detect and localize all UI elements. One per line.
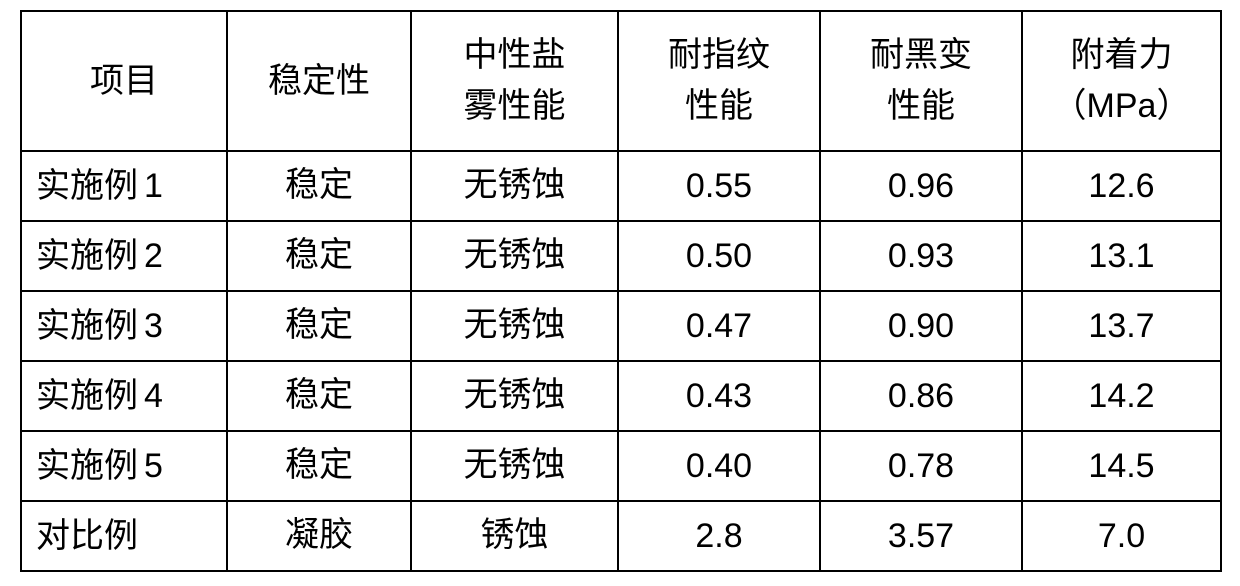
col-header-fingerprint: 耐指纹 性能 bbox=[618, 11, 820, 151]
col-header-stability-label: 稳定性 bbox=[268, 63, 370, 100]
cell-stability: 稳定 bbox=[227, 151, 411, 221]
cell-adhesion: 13.1 bbox=[1022, 221, 1221, 291]
cell-adhesion: 12.6 bbox=[1022, 151, 1221, 221]
cell-fingerprint: 0.43 bbox=[618, 361, 820, 431]
cell-blackening: 0.90 bbox=[820, 291, 1022, 361]
cell-salt-fog: 无锈蚀 bbox=[411, 361, 618, 431]
table-row: 对比例 凝胶 锈蚀 2.8 3.57 7.0 bbox=[21, 501, 1221, 571]
row-label: 实施例1 bbox=[21, 151, 227, 221]
col-header-adhesion-label: 附着力 （MPa） bbox=[1053, 30, 1191, 132]
col-header-project-label: 项目 bbox=[90, 63, 158, 100]
col-header-adhesion: 附着力 （MPa） bbox=[1022, 11, 1221, 151]
cell-blackening: 3.57 bbox=[820, 501, 1022, 571]
cell-fingerprint: 2.8 bbox=[618, 501, 820, 571]
cell-stability: 稳定 bbox=[227, 361, 411, 431]
col-header-stability: 稳定性 bbox=[227, 11, 411, 151]
cell-salt-fog: 无锈蚀 bbox=[411, 151, 618, 221]
row-label: 实施例5 bbox=[21, 431, 227, 501]
cell-fingerprint: 0.40 bbox=[618, 431, 820, 501]
table-row: 实施例3 稳定 无锈蚀 0.47 0.90 13.7 bbox=[21, 291, 1221, 361]
cell-blackening: 0.96 bbox=[820, 151, 1022, 221]
row-label: 实施例4 bbox=[21, 361, 227, 431]
table-body: 实施例1 稳定 无锈蚀 0.55 0.96 12.6 实施例2 稳定 无锈蚀 0… bbox=[21, 151, 1221, 571]
cell-stability: 凝胶 bbox=[227, 501, 411, 571]
row-label: 实施例2 bbox=[21, 221, 227, 291]
col-header-salt-fog-label: 中性盐 雾性能 bbox=[464, 30, 566, 132]
cell-adhesion: 13.7 bbox=[1022, 291, 1221, 361]
cell-fingerprint: 0.55 bbox=[618, 151, 820, 221]
cell-salt-fog: 锈蚀 bbox=[411, 501, 618, 571]
cell-fingerprint: 0.50 bbox=[618, 221, 820, 291]
cell-fingerprint: 0.47 bbox=[618, 291, 820, 361]
cell-blackening: 0.93 bbox=[820, 221, 1022, 291]
cell-adhesion: 14.5 bbox=[1022, 431, 1221, 501]
col-header-project: 项目 bbox=[21, 11, 227, 151]
table-row: 实施例1 稳定 无锈蚀 0.55 0.96 12.6 bbox=[21, 151, 1221, 221]
cell-stability: 稳定 bbox=[227, 221, 411, 291]
header-row: 项目 稳定性 中性盐 雾性能 耐指纹 性能 bbox=[21, 11, 1221, 151]
performance-table: 项目 稳定性 中性盐 雾性能 耐指纹 性能 bbox=[20, 10, 1222, 572]
cell-blackening: 0.78 bbox=[820, 431, 1022, 501]
cell-stability: 稳定 bbox=[227, 431, 411, 501]
table-row: 实施例5 稳定 无锈蚀 0.40 0.78 14.5 bbox=[21, 431, 1221, 501]
table-row: 实施例4 稳定 无锈蚀 0.43 0.86 14.2 bbox=[21, 361, 1221, 431]
row-label: 实施例3 bbox=[21, 291, 227, 361]
table-container: 项目 稳定性 中性盐 雾性能 耐指纹 性能 bbox=[0, 0, 1240, 586]
cell-salt-fog: 无锈蚀 bbox=[411, 221, 618, 291]
cell-salt-fog: 无锈蚀 bbox=[411, 291, 618, 361]
cell-adhesion: 14.2 bbox=[1022, 361, 1221, 431]
col-header-salt-fog: 中性盐 雾性能 bbox=[411, 11, 618, 151]
cell-blackening: 0.86 bbox=[820, 361, 1022, 431]
cell-stability: 稳定 bbox=[227, 291, 411, 361]
col-header-blackening-label: 耐黑变 性能 bbox=[870, 30, 972, 132]
cell-adhesion: 7.0 bbox=[1022, 501, 1221, 571]
col-header-blackening: 耐黑变 性能 bbox=[820, 11, 1022, 151]
row-label: 对比例 bbox=[21, 501, 227, 571]
col-header-fingerprint-label: 耐指纹 性能 bbox=[668, 30, 770, 132]
table-row: 实施例2 稳定 无锈蚀 0.50 0.93 13.1 bbox=[21, 221, 1221, 291]
cell-salt-fog: 无锈蚀 bbox=[411, 431, 618, 501]
